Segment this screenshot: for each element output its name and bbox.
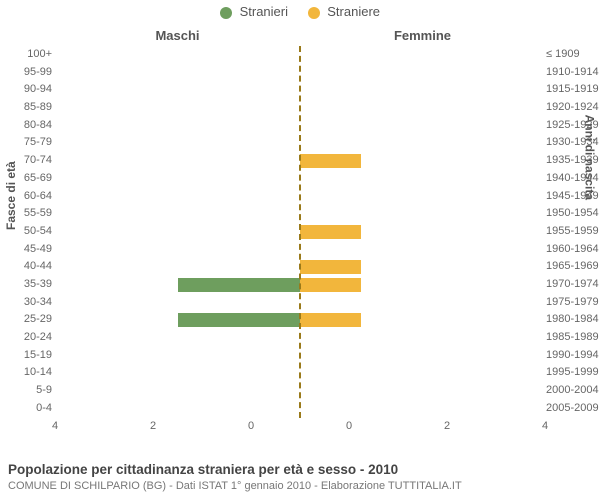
age-tick: 80-84 (0, 117, 52, 135)
age-tick: 50-54 (0, 223, 52, 241)
age-tick: 30-34 (0, 294, 52, 312)
legend-label-male: Stranieri (240, 4, 288, 19)
age-tick: 45-49 (0, 241, 52, 259)
cohort-tick: 1925-1929 (546, 117, 600, 135)
bar-female (300, 260, 361, 274)
plot-area: Maschi Femmine 4 2 0 0 2 4 (55, 28, 545, 438)
cohort-tick: 1965-1969 (546, 258, 600, 276)
age-tick: 55-59 (0, 205, 52, 223)
age-tick: 40-44 (0, 258, 52, 276)
age-tick: 10-14 (0, 364, 52, 382)
age-tick: 35-39 (0, 276, 52, 294)
y-ticks-left: 100+95-9990-9485-8980-8475-7970-7465-696… (0, 46, 52, 417)
column-header-male: Maschi (55, 28, 300, 43)
legend-item-female: Straniere (308, 4, 380, 19)
legend-item-male: Stranieri (220, 4, 288, 19)
chart-subtitle: COMUNE DI SCHILPARIO (BG) - Dati ISTAT 1… (8, 479, 592, 494)
y-ticks-right: ≤ 19091910-19141915-19191920-19241925-19… (546, 46, 600, 417)
cohort-tick: 1930-1934 (546, 134, 600, 152)
footer: Popolazione per cittadinanza straniera p… (8, 461, 592, 494)
age-tick: 90-94 (0, 81, 52, 99)
age-tick: 5-9 (0, 382, 52, 400)
cohort-tick: 1935-1939 (546, 152, 600, 170)
cohort-tick: 1960-1964 (546, 241, 600, 259)
age-tick: 100+ (0, 46, 52, 64)
age-tick: 15-19 (0, 347, 52, 365)
legend: Stranieri Straniere (0, 0, 600, 19)
cohort-tick: 1910-1914 (546, 64, 600, 82)
swatch-male (220, 7, 232, 19)
x-axis: 4 2 0 0 2 4 (55, 418, 545, 438)
cohort-tick: 1970-1974 (546, 276, 600, 294)
cohort-tick: 1950-1954 (546, 205, 600, 223)
age-tick: 70-74 (0, 152, 52, 170)
bar-female (300, 225, 361, 239)
age-tick: 95-99 (0, 64, 52, 82)
cohort-tick: 2005-2009 (546, 400, 600, 418)
cohort-tick: 2000-2004 (546, 382, 600, 400)
chart-container: Stranieri Straniere Fasce di età Anni di… (0, 0, 600, 500)
cohort-tick: ≤ 1909 (546, 46, 600, 64)
column-header-female: Femmine (300, 28, 545, 43)
age-tick: 85-89 (0, 99, 52, 117)
cohort-tick: 1985-1989 (546, 329, 600, 347)
bar-female (300, 313, 361, 327)
age-tick: 75-79 (0, 134, 52, 152)
age-tick: 60-64 (0, 188, 52, 206)
age-tick: 0-4 (0, 400, 52, 418)
chart-title: Popolazione per cittadinanza straniera p… (8, 461, 592, 479)
cohort-tick: 1980-1984 (546, 311, 600, 329)
bar-female (300, 154, 361, 168)
cohort-tick: 1995-1999 (546, 364, 600, 382)
cohort-tick: 1990-1994 (546, 347, 600, 365)
bar-male (178, 278, 301, 292)
x-tick: 0 (248, 420, 254, 432)
cohort-tick: 1975-1979 (546, 294, 600, 312)
cohort-tick: 1920-1924 (546, 99, 600, 117)
age-tick: 25-29 (0, 311, 52, 329)
column-headers: Maschi Femmine (55, 28, 545, 46)
cohort-tick: 1955-1959 (546, 223, 600, 241)
center-line (299, 46, 301, 418)
age-tick: 65-69 (0, 170, 52, 188)
swatch-female (308, 7, 320, 19)
legend-label-female: Straniere (327, 4, 380, 19)
bar-female (300, 278, 361, 292)
x-tick: 4 (542, 420, 548, 432)
x-tick: 2 (150, 420, 156, 432)
cohort-tick: 1945-1949 (546, 188, 600, 206)
age-tick: 20-24 (0, 329, 52, 347)
x-tick: 0 (346, 420, 352, 432)
cohort-tick: 1940-1944 (546, 170, 600, 188)
x-tick: 4 (52, 420, 58, 432)
x-tick: 2 (444, 420, 450, 432)
cohort-tick: 1915-1919 (546, 81, 600, 99)
bar-male (178, 313, 301, 327)
